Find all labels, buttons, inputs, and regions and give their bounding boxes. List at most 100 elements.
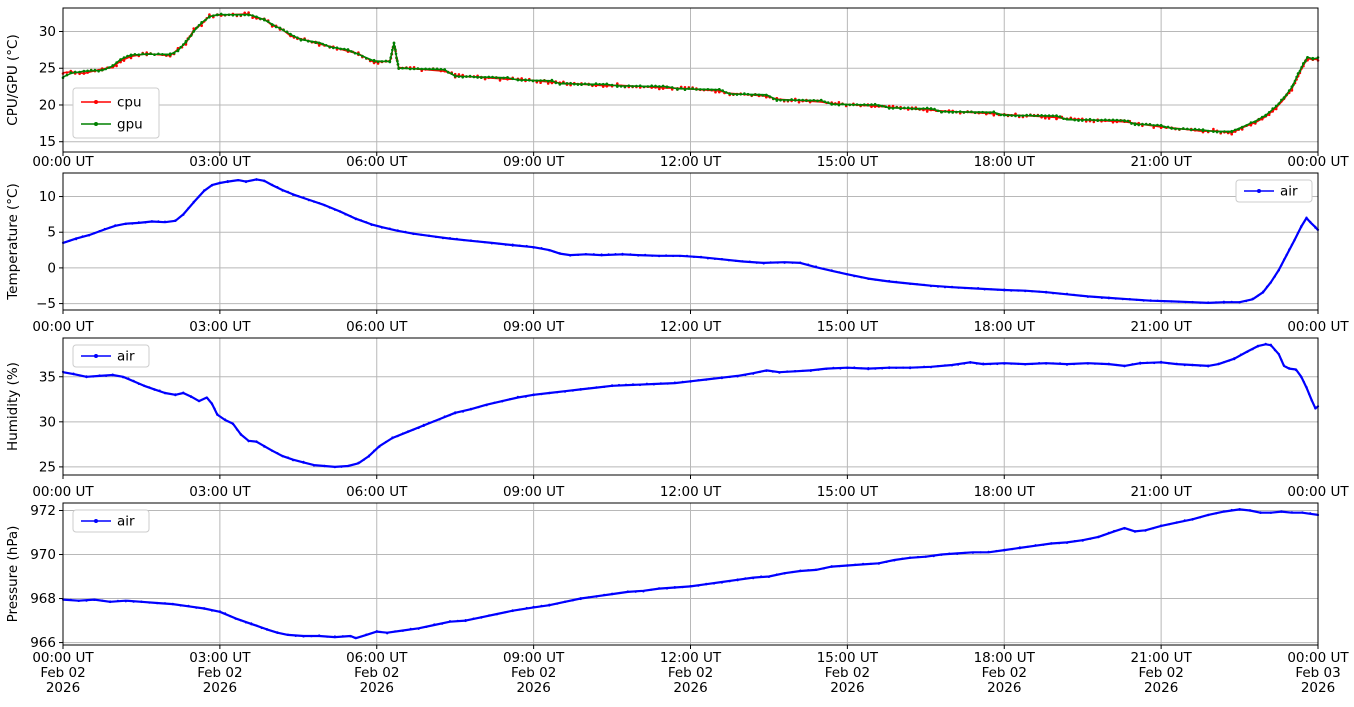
y-tick-label: 30 (39, 24, 56, 40)
x-year-label: 2026 (46, 680, 80, 696)
y-tick-label: 35 (39, 369, 56, 385)
x-tick-label: 00:00 UT (1287, 319, 1349, 335)
y-tick-label: 20 (39, 97, 56, 113)
x-tick-label: 21:00 UT (1130, 319, 1192, 335)
x-tick-label: 21:00 UT (1130, 154, 1192, 170)
x-tick-label: 03:00 UT (189, 650, 251, 666)
x-axis: 00:00 UT 03:00 UT 06:00 UT 09:00 UT 12:00 UT… (32, 152, 1349, 170)
x-tick-label: 09:00 UT (503, 154, 565, 170)
x-date-label: Feb 02 (982, 665, 1027, 681)
x-tick-label: 06:00 UT (346, 154, 408, 170)
x-tick-label: 09:00 UT (503, 484, 565, 500)
x-tick-label: 18:00 UT (974, 154, 1036, 170)
x-date-label: Feb 02 (40, 665, 85, 681)
grid (63, 8, 1318, 152)
x-date-label: Feb 02 (354, 665, 399, 681)
x-tick-label: 03:00 UT (189, 319, 251, 335)
legend-label-gpu: gpu (117, 117, 143, 133)
humidity-chart: 00:00 UT 03:00 UT 06:00 UT 09:00 UT 12:00 UT… (5, 337, 1349, 500)
y-axis: −5 0 5 10 Temperature (°C) (5, 183, 63, 312)
legend: cpu gpu (72, 87, 160, 139)
x-tick-label: 21:00 UT (1130, 650, 1192, 666)
y-axis-title: Temperature (°C) (5, 183, 21, 301)
y-tick-label: 972 (30, 503, 56, 519)
y-tick-label: 0 (47, 260, 56, 276)
y-axis: 25 30 35 Humidity (%) (5, 362, 63, 475)
x-tick-label: 15:00 UT (817, 319, 879, 335)
x-axis: 00:00 UT 03:00 UT 06:00 UT 09:00 UT 12:00 UT… (32, 475, 1349, 500)
x-tick-label: 00:00 UT (1287, 650, 1349, 666)
x-date-label: Feb 02 (511, 665, 556, 681)
x-tick-label: 15:00 UT (817, 650, 879, 666)
legend-label-cpu: cpu (117, 95, 142, 111)
x-tick-label: 12:00 UT (660, 484, 722, 500)
x-date-label: Feb 03 (1295, 665, 1340, 681)
x-year-label: 2026 (1144, 680, 1178, 696)
series-air (61, 508, 1320, 640)
y-axis-title: CPU/GPU (°C) (5, 34, 21, 125)
y-tick-label: 968 (30, 591, 56, 607)
x-tick-label: 21:00 UT (1130, 484, 1192, 500)
x-year-label: 2026 (203, 680, 237, 696)
x-tick-label: 12:00 UT (660, 154, 722, 170)
y-axis: 15 20 25 30 CPU/GPU (°C) (5, 24, 63, 150)
x-date-label: Feb 02 (197, 665, 242, 681)
x-date-label: Feb 02 (825, 665, 870, 681)
air-temperature-chart: 00:00 UT 03:00 UT 06:00 UT 09:00 UT 12:00 UT… (5, 172, 1349, 335)
x-tick-label: 03:00 UT (189, 154, 251, 170)
y-tick-label: 10 (39, 189, 56, 205)
x-date-label: Feb 02 (668, 665, 713, 681)
x-tick-label: 00:00 UT (32, 154, 94, 170)
x-tick-label: 15:00 UT (817, 484, 879, 500)
series-air (61, 178, 1320, 304)
legend: air (72, 509, 150, 533)
y-tick-label: 30 (39, 414, 56, 430)
x-tick-label: 12:00 UT (660, 319, 722, 335)
x-tick-label: 00:00 UT (1287, 154, 1349, 170)
y-axis: 966 968 970 972 Pressure (hPa) (5, 503, 63, 651)
legend-label-air: air (1280, 184, 1298, 200)
legend-label-air: air (117, 514, 135, 530)
x-tick-label: 12:00 UT (660, 650, 722, 666)
y-tick-label: 966 (30, 635, 56, 651)
x-tick-label: 06:00 UT (346, 650, 408, 666)
x-date-label: Feb 02 (1138, 665, 1183, 681)
x-tick-label: 18:00 UT (974, 319, 1036, 335)
series-air (61, 342, 1320, 469)
x-tick-label: 00:00 UT (1287, 484, 1349, 500)
x-year-label: 2026 (360, 680, 394, 696)
legend-label-air: air (117, 349, 135, 365)
y-tick-label: 5 (47, 225, 56, 241)
y-axis-title: Humidity (%) (5, 362, 21, 451)
y-tick-label: 970 (30, 547, 56, 563)
x-tick-label: 00:00 UT (32, 484, 94, 500)
y-tick-label: 25 (39, 459, 56, 475)
x-tick-label: 03:00 UT (189, 484, 251, 500)
x-year-label: 2026 (673, 680, 707, 696)
x-tick-label: 15:00 UT (817, 154, 879, 170)
x-year-label: 2026 (516, 680, 550, 696)
cpu-gpu-temperature-chart: 00:00 UT 03:00 UT 06:00 UT 09:00 UT 12:00 UT… (5, 7, 1349, 170)
grid (63, 173, 1318, 310)
x-tick-label: 00:00 UT (32, 319, 94, 335)
legend: air (1235, 179, 1313, 203)
series-gpu-1 (61, 12, 1320, 134)
x-tick-label: 09:00 UT (503, 319, 565, 335)
x-tick-label: 06:00 UT (346, 319, 408, 335)
y-axis-title: Pressure (hPa) (5, 526, 21, 623)
x-tick-label: 18:00 UT (974, 650, 1036, 666)
grid (63, 338, 1318, 475)
legend: air (72, 344, 150, 368)
x-year-label: 2026 (830, 680, 864, 696)
grid (63, 503, 1318, 645)
y-tick-label: 25 (39, 61, 56, 77)
x-tick-label: 00:00 UT (32, 650, 94, 666)
x-axis: 00:00 UT 03:00 UT 06:00 UT 09:00 UT 12:00 UT… (32, 310, 1349, 335)
x-tick-label: 09:00 UT (503, 650, 565, 666)
x-year-label: 2026 (987, 680, 1021, 696)
y-tick-label: −5 (36, 296, 56, 312)
x-tick-label: 18:00 UT (974, 484, 1036, 500)
